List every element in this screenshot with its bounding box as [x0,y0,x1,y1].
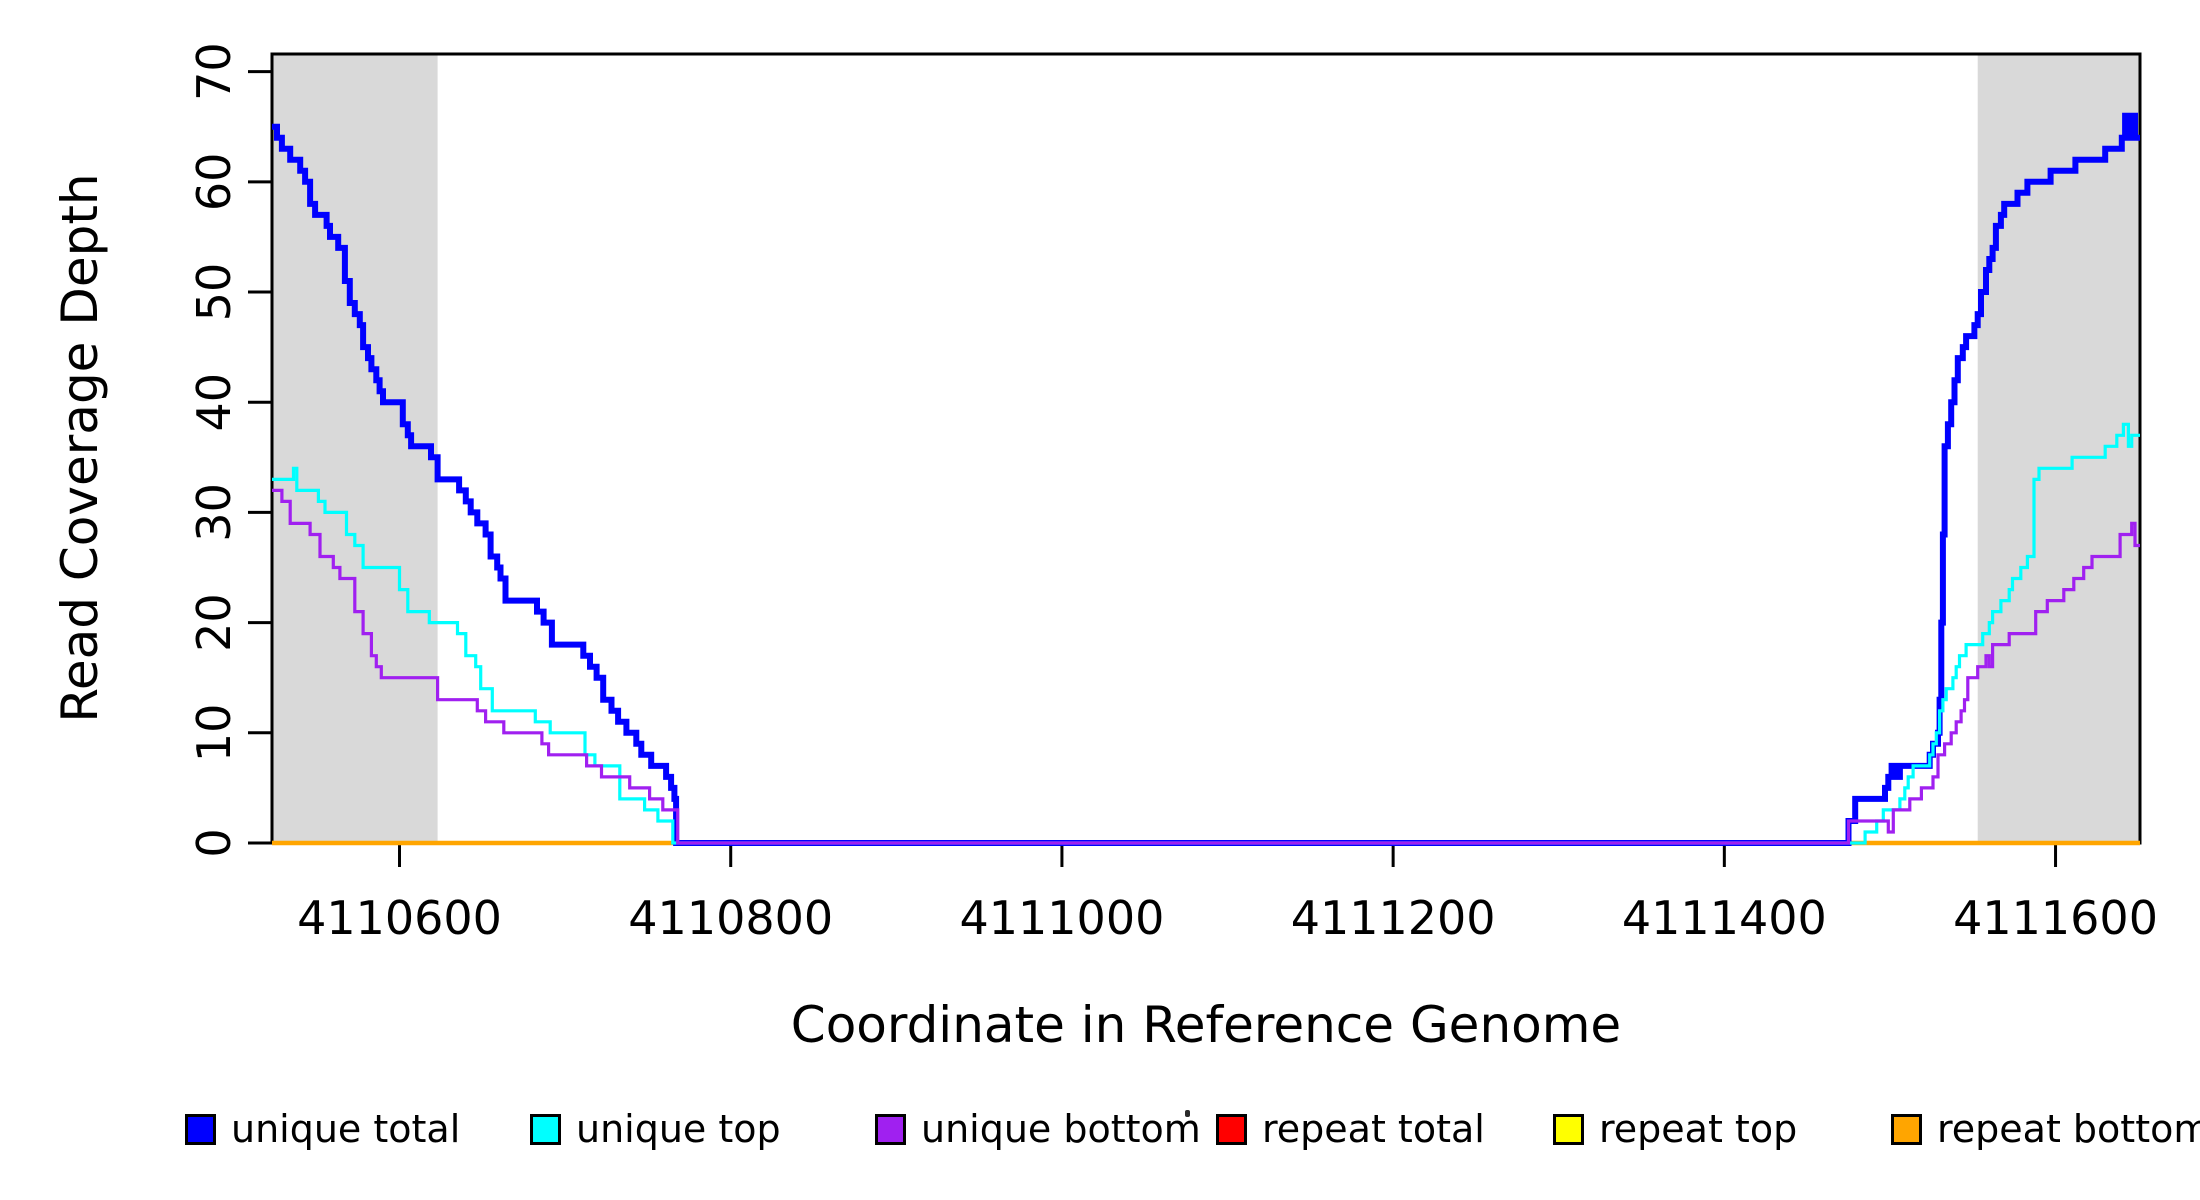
x-tick-label: 4111400 [1622,891,1827,945]
x-tick-label: 4110800 [628,891,833,945]
series-line-unique-bottom [272,488,2140,845]
x-tick-label: 4110600 [297,891,502,945]
axes: 4110600 4110800 4111000 4111200 4111400 41116… [187,42,2158,945]
shaded-region [1977,54,2140,843]
y-tick-label: 20 [187,593,241,652]
y-tick-label: 50 [187,263,241,322]
series-line-unique-top [272,422,2140,845]
y-tick-label: 30 [187,483,241,542]
y-tick-label: 0 [187,828,241,857]
y-axis-title: Read Coverage Depth [51,173,109,722]
shaded-flank-regions [270,52,2142,845]
x-axis-title: Coordinate in Reference Genome [791,996,1621,1054]
x-tick-label: 4111200 [1291,891,1496,945]
y-tick-label: 10 [187,704,241,763]
series-line-unique-total [272,112,2140,846]
x-tick-label: 4111000 [959,891,1164,945]
coverage-series-lines [272,112,2140,846]
y-tick-label: 60 [187,153,241,212]
plot-border [270,52,2142,845]
x-tick-label: 4111600 [1953,891,2158,945]
y-tick-label: 70 [187,42,241,101]
y-tick-label: 40 [187,373,241,432]
stray-mark [1185,1110,1190,1117]
